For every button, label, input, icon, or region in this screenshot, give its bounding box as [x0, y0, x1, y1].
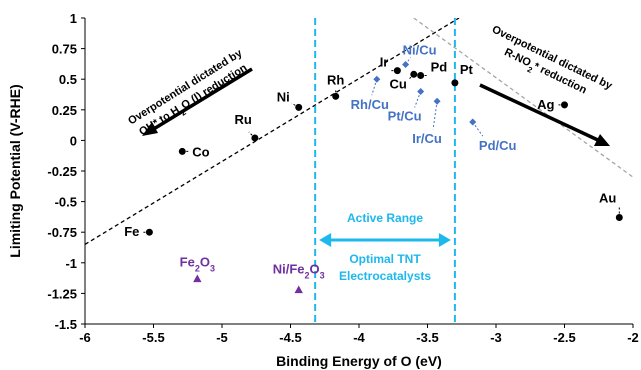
label-rh-cu: Rh/Cu [351, 97, 389, 112]
right-annotation-arrow [479, 83, 610, 146]
leader-ru [248, 131, 256, 139]
y-axis-title: Limiting Potential (V-RHE) [7, 84, 23, 257]
label-pt: Pt [460, 62, 474, 77]
optimal-label-line1: Optimal TNT [349, 252, 421, 266]
label-pt-cu: Pt/Cu [388, 108, 422, 123]
label-cu: Cu [389, 76, 406, 91]
label-ir-cu: Ir/Cu [412, 131, 442, 146]
axes: 1 0.75 0.5 0.25 0 -0.25 -0.5 -0.75 -1 -1.25 -1.5-6… [47, 11, 638, 345]
leader-ir-cu [432, 101, 438, 130]
y-tick-label: -0.5 [55, 195, 77, 210]
reference-lines [85, 18, 633, 324]
x-tick-label: -2.5 [553, 330, 575, 345]
label-pd: Pd [431, 60, 448, 75]
label-ni-cu: Ni/Cu [403, 43, 437, 58]
x-tick-label: -6 [79, 330, 91, 345]
label-ag: Ag [537, 97, 554, 112]
label-fe: Fe [124, 224, 139, 239]
left-annotation: Overpotential dictated by OH* to H2O (l)… [126, 47, 249, 138]
x-axis-title: Binding Energy of O (eV) [276, 353, 442, 369]
x-tick-label: -3 [490, 330, 502, 345]
y-tick-label: 1 [70, 11, 77, 26]
x-tick-label: -4 [353, 330, 365, 345]
active-range-label: Active Range [347, 211, 423, 225]
y-tick-label: -0.75 [47, 225, 77, 240]
label-ni: Ni [277, 89, 290, 104]
label-rh: Rh [327, 72, 344, 87]
x-tick-label: -2 [627, 330, 639, 345]
label-ni-fe2o3: Ni/Fe2O3 [273, 262, 325, 281]
y-tick-label: 0.75 [52, 42, 77, 57]
leader-rh-cu [371, 79, 378, 96]
active-range-arrow [319, 233, 451, 247]
trendline-right [413, 18, 633, 178]
leader-ni-cu [405, 57, 411, 65]
label-ir: Ir [380, 55, 389, 70]
x-tick-label: -3.5 [416, 330, 438, 345]
point-ni-fe2o3 [294, 285, 303, 294]
leader-pt-cu [414, 91, 422, 108]
label-fe2o3: Fe2O3 [180, 255, 215, 274]
label-au: Au [599, 191, 616, 206]
y-tick-label: 0.25 [52, 103, 77, 118]
leader-pd-cu [472, 121, 484, 137]
x-tick-label: -5 [216, 330, 228, 345]
y-tick-label: 0 [70, 133, 77, 148]
label-co: Co [192, 144, 209, 159]
x-tick-label: -5.5 [142, 330, 164, 345]
optimal-label-line2: Electrocatalysts [339, 269, 431, 283]
left-annotation-arrow [142, 67, 253, 136]
y-tick-label: 0.5 [59, 72, 77, 87]
point-fe2o3 [193, 274, 202, 283]
trendline-left [85, 18, 460, 245]
point-pt [451, 79, 459, 87]
label-ru: Ru [235, 112, 252, 127]
label-pd-cu: Pd/Cu [479, 138, 517, 153]
leader-ni [291, 102, 299, 108]
leader-cu [408, 73, 415, 80]
y-tick-label: -1.25 [47, 286, 77, 301]
y-tick-label: -0.25 [47, 164, 77, 179]
y-tick-label: -1 [65, 256, 77, 271]
x-tick-label: -4.5 [279, 330, 301, 345]
y-tick-label: -1.5 [55, 317, 77, 332]
